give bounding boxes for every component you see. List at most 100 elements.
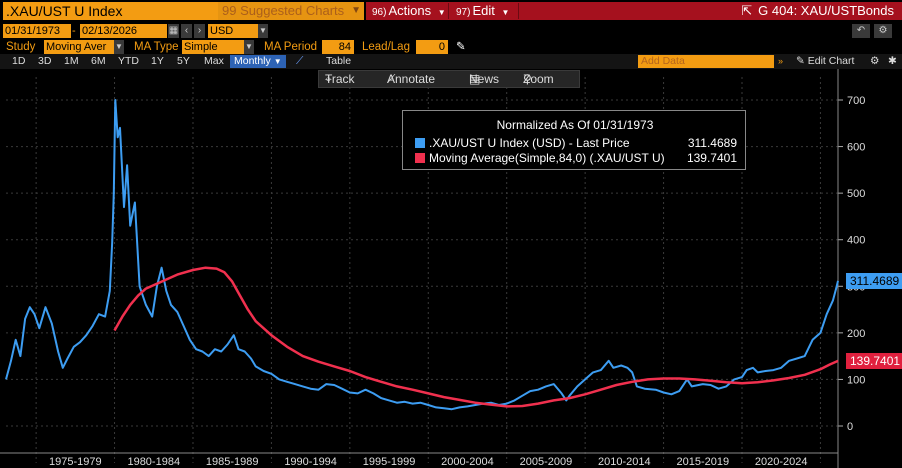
y-tick-label: 500 [847, 188, 865, 200]
date-range-bar: 01/31/1973 - 02/13/2026 ▦ ‹ › USD ▼ ↶ ⚙ [0, 22, 902, 39]
x-tick-label: 2000-2004 [441, 456, 494, 468]
period-6m[interactable]: 6M [91, 55, 106, 67]
edit-chart-button[interactable]: ✎ Edit Chart [796, 54, 854, 69]
start-date-input[interactable]: 01/31/1973 [3, 24, 71, 38]
y-tick-label: 700 [847, 95, 865, 107]
ma-period-label: MA Period [264, 41, 318, 53]
suggested-charts-button[interactable]: 99 Suggested Charts ▼ [218, 2, 364, 20]
legend-ma-name: Moving Average(Simple,84,0) (.XAU/UST U) [429, 151, 665, 165]
search-icon: ⚲ [523, 72, 532, 86]
x-tick-label: 1990-1994 [284, 456, 337, 468]
red-menu-bar: 96) Actions ▼ 97) Edit ▼ ⇱ G 404: XAU/USTBo… [366, 2, 902, 20]
x-tick-label: 2020-2024 [755, 456, 808, 468]
study-label: Study [6, 41, 36, 53]
edit-button[interactable]: 97) Edit ▼ [456, 2, 509, 20]
lead-lag-input[interactable]: 0 [416, 40, 448, 54]
period-3d[interactable]: 3D [38, 55, 52, 67]
period-5y[interactable]: 5Y [177, 55, 190, 67]
ma-type-select[interactable]: Simple [182, 40, 244, 54]
period-1d[interactable]: 1D [12, 55, 26, 67]
legend-price-name: .XAU/UST U Index (USD) - Last Price [429, 136, 630, 150]
annotate-label: Annotate [387, 72, 436, 86]
chevron-down-icon[interactable]: ▼ [258, 24, 268, 38]
annotate-icon: ⟋ [387, 72, 396, 86]
y-tick-label: 100 [847, 374, 865, 386]
chevron-down-icon: ▼ [273, 57, 282, 66]
price-last-tag: 311.4689 [846, 272, 902, 289]
chevron-down-icon: ▼ [501, 8, 510, 17]
frequency-label: Monthly [234, 55, 271, 67]
prev-icon[interactable]: ‹ [181, 24, 192, 38]
ma-period-input[interactable]: 84 [322, 40, 354, 54]
chart-toolbar: ⌖ Track ⟋ Annotate ▤ News ⚲ Zoom [318, 70, 580, 88]
lead-lag-label: Lead/Lag [362, 41, 410, 53]
ma-last-tag: 139.7401 [846, 352, 902, 369]
chevron-down-icon[interactable]: ▼ [244, 40, 254, 54]
edit-label: Edit [472, 3, 495, 18]
add-data-input[interactable]: Add Data [638, 55, 774, 68]
study-bar: Study Moving Aver ▼ MA Type Simple ▼ MA … [0, 39, 902, 54]
divider [518, 3, 519, 19]
legend-swatch-price [415, 138, 425, 148]
ma-type-label: MA Type [134, 41, 179, 53]
legend-swatch-ma [415, 153, 425, 163]
frequency-select[interactable]: Monthly ▼ [230, 55, 286, 68]
y-tick-label: 0 [847, 421, 853, 433]
edit-chart-label: Edit Chart [807, 55, 855, 67]
end-date-input[interactable]: 02/13/2026 [80, 24, 167, 38]
page-title: ⇱ G 404: XAU/USTBonds [741, 2, 894, 20]
edit-number: 97) [456, 7, 471, 18]
actions-label: Actions [388, 3, 432, 18]
price-series-line[interactable] [5, 99, 839, 411]
page-title-text: G 404: XAU/USTBonds [758, 3, 894, 18]
calendar-icon[interactable]: ▦ [168, 24, 179, 38]
x-tick-label: 2005-2009 [520, 456, 573, 468]
y-tick-label: 600 [847, 142, 865, 154]
x-tick-label: 2010-2014 [598, 456, 651, 468]
suggested-label: Suggested Charts [240, 3, 345, 18]
currency-select[interactable]: USD [208, 24, 258, 38]
pencil-icon[interactable]: ✎ [456, 41, 466, 53]
ticker-field[interactable]: .XAU/UST U Index [3, 2, 218, 20]
table-button[interactable]: Table [326, 55, 352, 67]
chevron-down-icon[interactable]: ▼ [114, 40, 124, 54]
date-separator: - [72, 25, 76, 37]
suggested-number: 99 [222, 3, 237, 18]
next-icon[interactable]: › [194, 24, 205, 38]
y-tick-label: 400 [847, 235, 865, 247]
divider [448, 3, 449, 19]
legend-entry-price: .XAU/UST U Index (USD) - Last Price [415, 136, 630, 150]
legend-entry-ma: Moving Average(Simple,84,0) (.XAU/UST U) [415, 151, 665, 165]
period-1m[interactable]: 1M [64, 55, 79, 67]
news-label: News [469, 72, 500, 86]
study-select[interactable]: Moving Aver [44, 40, 114, 54]
period-1y[interactable]: 1Y [151, 55, 164, 67]
period-ytd[interactable]: YTD [118, 55, 139, 67]
zoom-label: Zoom [523, 72, 554, 86]
title-bar: .XAU/UST U Index 99 Suggested Charts ▼ 9… [0, 0, 902, 22]
legend-price-value: 311.4689 [687, 136, 737, 150]
undo-icon[interactable]: ↶ [852, 24, 870, 38]
chart-legend[interactable]: Normalized As Of 01/31/1973 .XAU/UST U I… [402, 110, 746, 170]
x-tick-label: 1985-1989 [206, 456, 259, 468]
line-chart-icon[interactable]: ⟋ [296, 55, 304, 67]
news-icon: ▤ [469, 72, 481, 86]
crosshair-icon: ⌖ [325, 72, 332, 86]
y-tick-label: 200 [847, 328, 865, 340]
x-tick-label: 1995-1999 [363, 456, 416, 468]
chevron-down-icon: ▼ [437, 8, 446, 17]
actions-number: 96) [372, 7, 387, 18]
settings-icon[interactable]: ⚙ [874, 24, 892, 38]
chevron-down-icon: ▼ [351, 5, 361, 16]
double-chevron-icon[interactable]: » [778, 56, 784, 66]
period-bar: 1D 3D 1M 6M YTD 1Y 5Y Max Monthly ▼ ⟋ Ta… [0, 54, 902, 69]
x-tick-label: 1980-1984 [127, 456, 180, 468]
settings-icon[interactable]: ✱ [888, 55, 897, 67]
moving-average-line[interactable] [113, 266, 839, 408]
export-icon[interactable]: ⇱ [741, 3, 753, 18]
gear-icon[interactable]: ⚙ [870, 55, 880, 67]
legend-title: Normalized As Of 01/31/1973 [496, 118, 654, 132]
pencil-icon: ✎ [796, 55, 805, 67]
actions-button[interactable]: 96) Actions ▼ [372, 2, 446, 20]
period-max[interactable]: Max [204, 55, 224, 67]
